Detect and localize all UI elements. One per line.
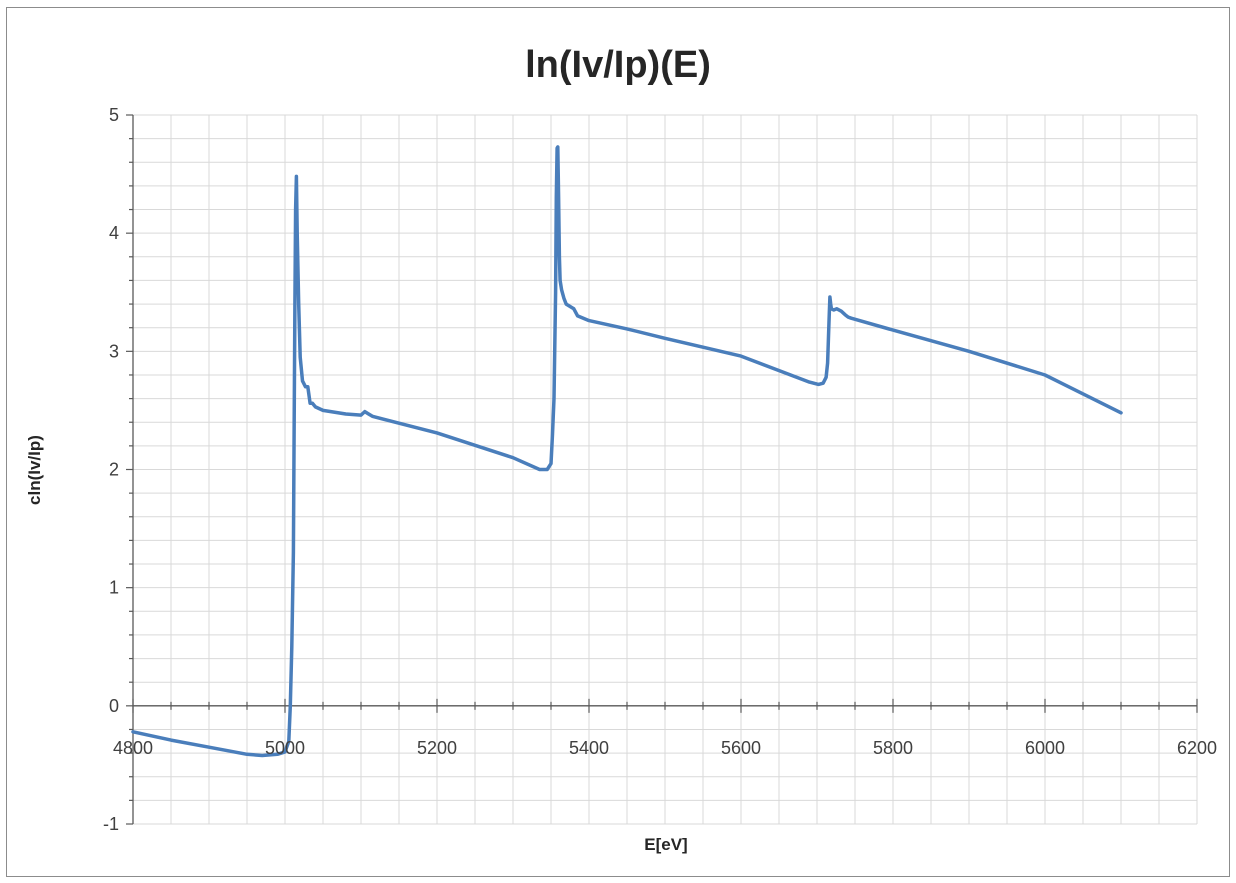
x-tick-label: 6200	[1177, 738, 1217, 758]
x-tick-label: 4800	[113, 738, 153, 758]
x-tick-label: 6000	[1025, 738, 1065, 758]
label-layer: -1 0 1 2 3 4 5 4800 5000 5200 5400 5600 5800 6000 6200	[103, 105, 1217, 834]
y-tick-label: 0	[109, 696, 119, 716]
x-tick-label: 5400	[569, 738, 609, 758]
series-line	[131, 145, 1123, 758]
x-tick-label: 5000	[265, 738, 305, 758]
y-tick-label: 5	[109, 105, 119, 125]
x-axis-title: E[eV]	[644, 835, 687, 854]
y-tick-label: 4	[109, 223, 119, 243]
y-tick-label: 1	[109, 578, 119, 598]
y-tick-label: 3	[109, 341, 119, 361]
series-layer	[131, 145, 1123, 758]
y-axis-title: cln(Iv/Ip)	[25, 435, 44, 505]
chart-title: ln(Iv/Ip)(E)	[525, 44, 711, 86]
x-tick-label: 5600	[721, 738, 761, 758]
chart-frame	[6, 7, 1230, 877]
x-tick-label: 5200	[417, 738, 457, 758]
y-tick-label: -1	[103, 814, 119, 834]
y-tick-label: 2	[109, 460, 119, 480]
x-tick-label: 5800	[873, 738, 913, 758]
axis-layer	[126, 114, 1198, 825]
